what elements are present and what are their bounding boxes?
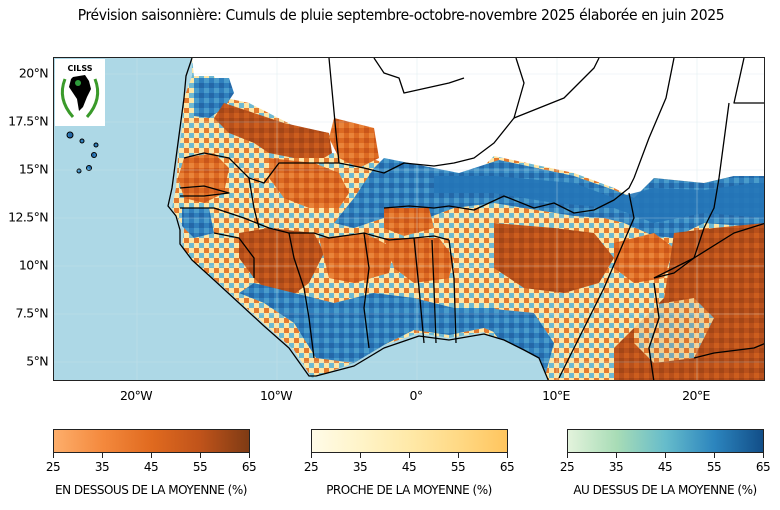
colorbar-above-normal-ticks [567,453,766,459]
cbar3-tick-25: 25 [559,460,575,474]
x-tick-10e: 10°E [542,388,570,403]
map-canvas [54,58,764,380]
below-normal-nigeria [494,223,614,293]
cbar2-tick-25: 25 [303,460,319,474]
colorbar-near-normal [311,429,508,453]
wreath-icon [60,78,100,118]
x-tick-20w: 20°W [119,388,153,403]
y-tick-7-5n: 7.5°N [15,305,49,321]
colorbar-below-normal [53,429,250,453]
cbar1-tick-45: 45 [143,460,159,474]
cbar3-tick-35: 35 [608,460,624,474]
cbar2-tick-45: 45 [401,460,417,474]
colorbar-below-normal-ticks [53,453,252,459]
cbar1-tick-65: 65 [241,460,257,474]
y-tick-20n: 20°N [18,65,49,81]
cilss-logo: CILSS [55,59,105,126]
x-tick-0: 0° [409,388,423,403]
y-tick-15n: 15°N [18,161,49,177]
atlantic-ocean [54,58,311,380]
y-tick-10n: 10°N [18,257,49,273]
cbar3-tick-45: 45 [657,460,673,474]
x-tick-10w: 10°W [259,388,293,403]
y-tick-12-5n: 12.5°N [8,209,48,225]
cbar3-tick-55: 55 [706,460,722,474]
page-title: Prévision saisonnière: Cumuls de pluie s… [77,6,725,24]
y-tick-17-5n: 17.5°N [8,113,48,129]
logo-text: CILSS [67,64,92,73]
cbar2-tick-35: 35 [352,460,368,474]
y-tick-5n: 5°N [26,353,48,369]
below-normal-guinea [239,228,324,298]
colorbar-above-normal [567,429,764,453]
above-normal-gulf-coast [239,283,524,363]
cbar2-tick-55: 55 [450,460,466,474]
x-tick-20e: 20°E [682,388,710,403]
cape-verde-islands [66,131,99,174]
colorbar-near-normal-label: PROCHE DE LA MOYENNE (%) [326,483,492,497]
cbar1-tick-35: 35 [94,460,110,474]
colorbar-near-normal-ticks [311,453,510,459]
forecast-map[interactable] [53,57,765,381]
cbar3-tick-65: 65 [755,460,771,474]
cbar1-tick-55: 55 [192,460,208,474]
africa-icon [69,75,91,111]
cbar2-tick-65: 65 [499,460,515,474]
graticule [54,58,764,380]
cbar1-tick-25: 25 [45,460,61,474]
colorbar-below-normal-label: EN DESSOUS DE LA MOYENNE (%) [55,483,247,497]
country-borders [167,58,764,380]
no-data-sahara [192,58,764,198]
below-normal-mauritania [214,103,332,158]
colorbar-above-normal-label: AU DESSUS DE LA MOYENNE (%) [573,483,757,497]
